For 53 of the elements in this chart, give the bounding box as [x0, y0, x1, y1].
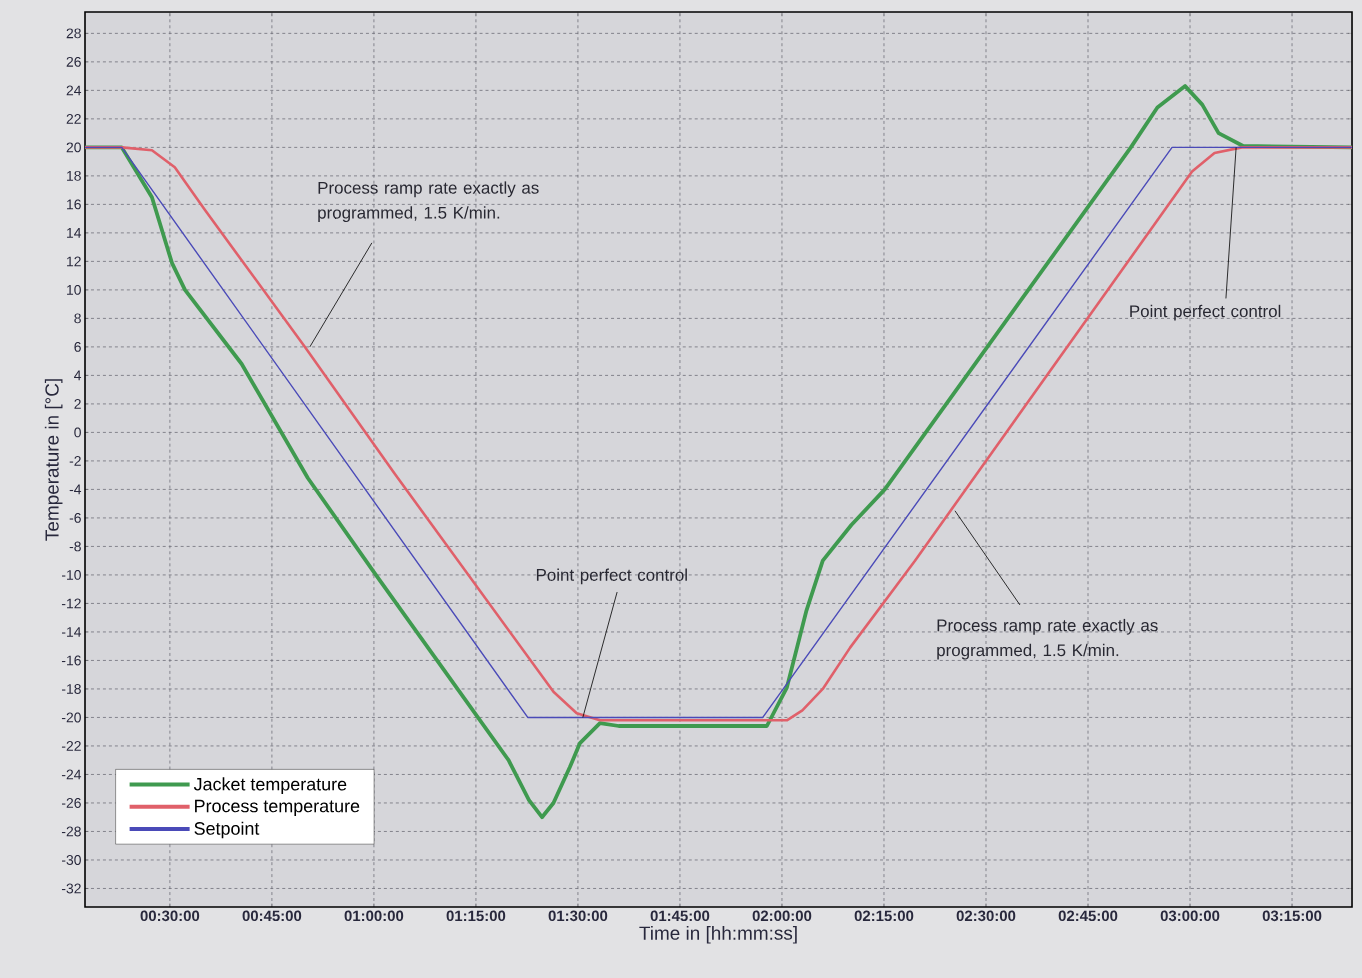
y-tick-label: 4 — [74, 370, 82, 381]
y-tick-label: 24 — [66, 85, 82, 96]
x-tick-label: 02:30:00 — [956, 910, 1016, 922]
y-tick-label: -30 — [61, 855, 81, 865]
y-tick-label: -6 — [69, 512, 81, 523]
y-tick-label: 2 — [74, 399, 81, 409]
x-tick-label: 02:15:00 — [854, 910, 914, 922]
line-series — [85, 84, 1353, 820]
y-tick-label: 28 — [66, 28, 81, 39]
y-tick-label: 12 — [67, 256, 81, 267]
y-tick-label: -8 — [69, 541, 81, 552]
y-tick-label: -18 — [61, 684, 81, 694]
y-tick-label: -20 — [61, 712, 81, 723]
annotation: Point perfect control — [536, 568, 687, 585]
x-tick-label: 00:30:00 — [140, 910, 200, 922]
y-axis-title: Temperature in [°C] — [44, 379, 63, 541]
y-tick-label: -14 — [61, 627, 82, 637]
y-tick-label: -32 — [61, 883, 81, 894]
y-tick-label: -12 — [61, 598, 81, 609]
x-tick-label: 01:30:00 — [548, 910, 608, 922]
y-tick-label: 8 — [74, 313, 81, 324]
x-tick-label: 01:45:00 — [650, 910, 710, 922]
legend-label: Jacket temperature — [193, 777, 347, 795]
y-tick-label: -16 — [61, 655, 81, 666]
y-tick-label: 14 — [67, 228, 82, 238]
y-tick-label: 0 — [74, 427, 81, 438]
annotation: Point perfect control — [1130, 304, 1281, 321]
y-tick-label: 18 — [67, 170, 81, 181]
y-tick-label: -28 — [61, 826, 81, 837]
y-tick-label: -10 — [61, 569, 81, 580]
y-tick-label: -4 — [69, 484, 82, 495]
y-tick-label: 20 — [66, 142, 81, 153]
x-tick-label: 01:15:00 — [446, 910, 506, 922]
x-tick-label: 03:00:00 — [1160, 910, 1220, 922]
y-tick-label: -24 — [61, 769, 82, 780]
x-tick-label: 00:45:00 — [242, 910, 302, 922]
annotation: Process ramp rate exactly as programmed, 1.5 K/min. — [937, 618, 1158, 660]
x-tick-label: 01:00:00 — [344, 910, 404, 922]
y-tick-label: -2 — [69, 456, 81, 466]
x-tick-label: 02:00:00 — [752, 910, 812, 922]
legend-label: Setpoint — [194, 821, 260, 839]
y-tick-label: -26 — [61, 798, 81, 808]
y-tick-label: -22 — [61, 741, 81, 751]
y-tick-label: 6 — [74, 341, 81, 352]
x-tick-label: 02:45:00 — [1058, 910, 1118, 922]
y-tick-label: 26 — [66, 56, 81, 67]
x-tick-label: 03:15:00 — [1262, 910, 1322, 922]
x-axis-title: Time in [hh:mm:ss] — [639, 925, 797, 944]
y-tick-label: 16 — [67, 199, 81, 210]
y-tick-label: 22 — [66, 113, 81, 124]
legend-label: Process temperature — [195, 799, 360, 816]
y-tick-label: 10 — [67, 284, 81, 295]
annotation: Process ramp rate exactly as programmed, 1.5 K/min. — [318, 181, 539, 223]
